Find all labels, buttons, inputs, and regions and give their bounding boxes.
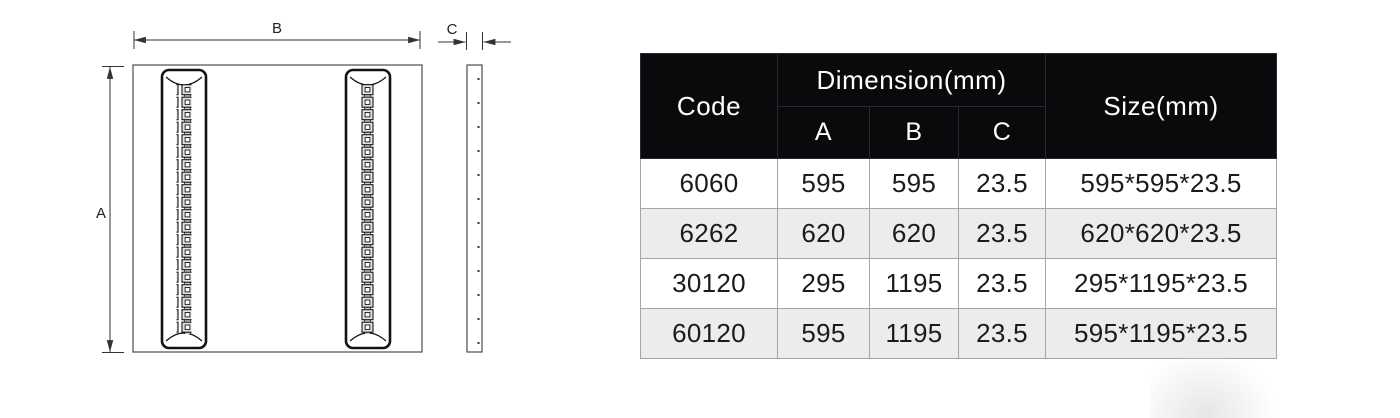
cell-code: 6060 <box>640 158 778 209</box>
header-dim-b: B <box>869 106 959 159</box>
cell-code: 6262 <box>640 208 778 259</box>
dimension-b <box>133 31 421 49</box>
spec-table: Code Dimension(mm) Size(mm) A B C 6060 5… <box>640 53 1278 359</box>
cell-size: 595*595*23.5 <box>1045 158 1278 209</box>
cell-size: 595*1195*23.5 <box>1045 308 1278 359</box>
header-dimension: Dimension(mm) <box>776 53 1047 107</box>
led-chip-chain <box>176 84 192 334</box>
cell-a: 595 <box>777 308 870 359</box>
cell-a: 595 <box>777 158 870 209</box>
cell-a: 295 <box>777 258 870 309</box>
cell-a: 620 <box>777 208 870 259</box>
panel-side-view <box>466 64 483 353</box>
led-chip-chain <box>360 84 376 334</box>
cell-code: 60120 <box>640 308 778 359</box>
dimension-c <box>438 32 511 50</box>
cell-b: 620 <box>869 208 959 259</box>
cell-b: 1195 <box>869 258 959 309</box>
dimension-a <box>102 66 124 353</box>
cell-b: 595 <box>869 158 959 209</box>
table-row: 60120 595 1195 23.5 595*1195*23.5 <box>640 308 1278 359</box>
led-strip-left <box>160 68 208 350</box>
led-strip-right <box>344 68 392 350</box>
dim-label-a: A <box>96 205 106 222</box>
cell-c: 23.5 <box>957 258 1047 309</box>
header-dim-c: C <box>957 106 1047 159</box>
dim-label-b: B <box>272 20 282 37</box>
cell-c: 23.5 <box>957 308 1047 359</box>
header-dim-a: A <box>777 106 870 159</box>
cell-code: 30120 <box>640 258 778 309</box>
header-size: Size(mm) <box>1045 53 1278 159</box>
header-code: Code <box>640 53 778 159</box>
cell-c: 23.5 <box>957 208 1047 259</box>
cell-size: 620*620*23.5 <box>1045 208 1278 259</box>
cell-b: 1195 <box>869 308 959 359</box>
table-row: 6060 595 595 23.5 595*595*23.5 <box>640 158 1278 209</box>
cell-size: 295*1195*23.5 <box>1045 258 1278 309</box>
table-row: 30120 295 1195 23.5 295*1195*23.5 <box>640 258 1278 309</box>
panel-technical-drawing: B A C <box>96 20 511 353</box>
dim-label-c: C <box>447 21 458 38</box>
table-row: 6262 620 620 23.5 620*620*23.5 <box>640 208 1278 259</box>
cell-c: 23.5 <box>957 158 1047 209</box>
